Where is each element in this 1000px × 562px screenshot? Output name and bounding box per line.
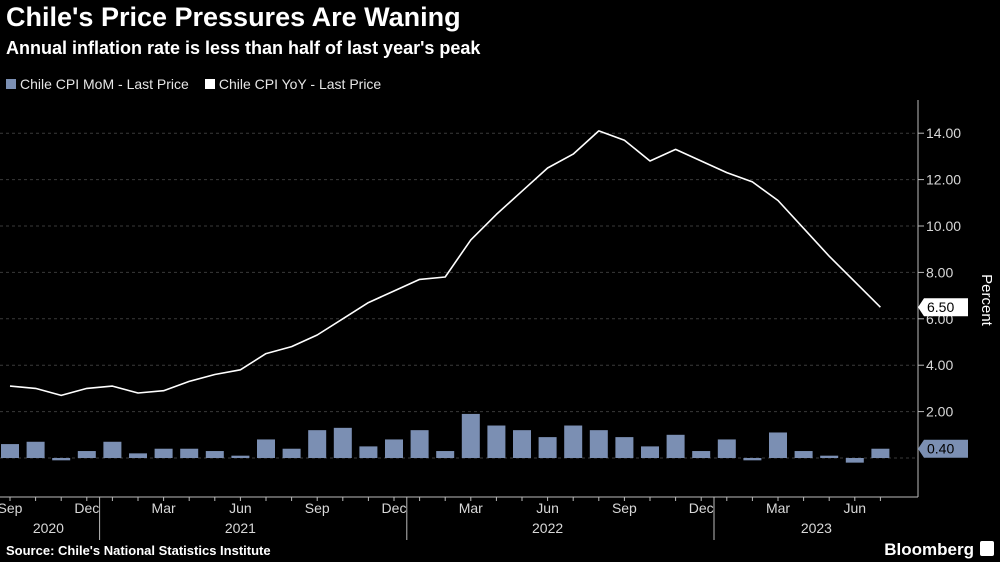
y-tick-label: 10.00: [926, 218, 961, 234]
x-month-label: Jun: [536, 500, 559, 516]
line-yoy: [9, 130, 881, 397]
bar-mom: [180, 448, 199, 458]
bar-mom: [513, 430, 531, 458]
bar-mom: [769, 432, 787, 458]
y-tick-label: 12.00: [926, 172, 961, 188]
x-month-label: Dec: [74, 500, 99, 516]
bar-mom: [282, 448, 301, 458]
chart-subtitle: Annual inflation rate is less than half …: [6, 38, 481, 58]
line-layer: [9, 130, 881, 397]
bar-mom: [231, 455, 250, 458]
x-month-label: Mar: [152, 500, 176, 516]
bar-mom: [871, 448, 890, 458]
x-month-label: Sep: [305, 500, 330, 516]
bar-mom: [538, 437, 557, 458]
x-month-label: Dec: [382, 500, 407, 516]
bar-mom: [666, 434, 685, 458]
legend-swatch-yoy: [204, 79, 215, 89]
bar-mom: [154, 448, 173, 458]
bar-mom: [257, 439, 275, 458]
last-value-yoy-box: [918, 298, 968, 317]
last-value-mom-box: [918, 439, 968, 458]
bar-mom: [743, 458, 762, 461]
chart-title: Chile's Price Pressures Are Waning: [6, 2, 461, 32]
bar-mom: [333, 427, 352, 458]
legend-item-mom: Chile CPI MoM - Last Price: [6, 76, 189, 92]
y-axis-title: Percent: [978, 274, 995, 327]
bar-mom: [794, 451, 813, 458]
x-month-label: Sep: [0, 500, 23, 516]
bar-mom: [129, 453, 147, 458]
legend-label-mom: Chile CPI MoM - Last Price: [20, 76, 189, 92]
bar-mom: [845, 458, 864, 463]
bar-mom: [615, 437, 634, 458]
y-tick-label: 8.00: [926, 264, 953, 280]
axis-layer: 2.004.006.008.0010.0012.0014.00PercentSe…: [0, 100, 995, 540]
bar-mom: [385, 439, 403, 458]
bar-mom: [52, 458, 71, 461]
label-layer: 6.50 0.40: [918, 298, 968, 458]
bar-mom: [717, 439, 736, 458]
y-tick-label: 2.00: [926, 404, 953, 420]
legend-label-yoy: Chile CPI YoY - Last Price: [218, 76, 382, 92]
bar-mom: [308, 430, 327, 458]
y-tick-label: 14.00: [926, 125, 961, 141]
x-month-label: Dec: [689, 500, 714, 516]
brand-logo: Bloomberg: [884, 540, 974, 559]
grid-layer: [0, 132, 918, 459]
x-month-label: Jun: [229, 500, 252, 516]
legend-item-yoy: Chile CPI YoY - Last Price: [204, 76, 382, 92]
bar-mom: [26, 441, 45, 458]
x-year-label: 2021: [225, 520, 256, 536]
bar-mom: [1, 444, 19, 458]
bar-layer: [1, 413, 890, 463]
x-month-label: Mar: [766, 500, 790, 516]
bar-mom: [359, 446, 378, 458]
bar-mom: [410, 430, 429, 458]
source-note: Source: Chile's National Statistics Inst…: [6, 543, 271, 558]
bar-mom: [487, 425, 506, 458]
legend: Chile CPI MoM - Last Price Chile CPI YoY…: [6, 76, 381, 92]
bar-mom: [103, 441, 122, 458]
bar-mom: [641, 446, 659, 458]
y-tick-label: 4.00: [926, 357, 953, 373]
bar-mom: [436, 451, 455, 458]
bar-mom: [820, 455, 839, 458]
bar-mom: [589, 430, 608, 458]
bar-mom: [692, 451, 711, 458]
bar-mom: [77, 451, 96, 458]
x-month-label: Mar: [459, 500, 483, 516]
last-value-yoy: 6.50: [927, 299, 954, 315]
x-month-label: Sep: [612, 500, 637, 516]
bar-mom: [205, 451, 224, 458]
legend-swatch-mom: [6, 79, 16, 89]
bar-mom: [564, 425, 583, 458]
last-value-mom: 0.40: [927, 441, 954, 457]
x-month-label: Jun: [844, 500, 867, 516]
x-year-label: 2023: [801, 520, 832, 536]
x-year-label: 2020: [33, 520, 64, 536]
bloomberg-terminal-icon: [980, 541, 994, 556]
x-year-label: 2022: [532, 520, 563, 536]
bar-mom: [461, 413, 480, 458]
